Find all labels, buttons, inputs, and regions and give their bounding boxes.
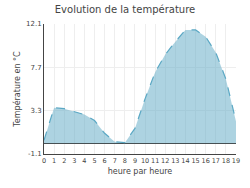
svg-text:9: 9 <box>133 157 137 165</box>
svg-text:3.3: 3.3 <box>30 107 41 115</box>
svg-text:19: 19 <box>232 157 240 165</box>
svg-text:7.7: 7.7 <box>30 64 41 72</box>
svg-text:11: 11 <box>151 157 159 165</box>
svg-text:7: 7 <box>113 157 117 165</box>
svg-text:-1.1: -1.1 <box>28 150 42 158</box>
svg-text:15: 15 <box>191 157 199 165</box>
svg-text:10: 10 <box>141 157 149 165</box>
svg-text:6: 6 <box>103 157 107 165</box>
svg-text:13: 13 <box>171 157 179 165</box>
svg-text:1: 1 <box>52 157 56 165</box>
svg-text:heure par heure: heure par heure <box>108 167 173 176</box>
svg-text:4: 4 <box>82 157 86 165</box>
svg-text:18: 18 <box>222 157 230 165</box>
svg-text:12.1: 12.1 <box>26 20 42 28</box>
svg-text:Température en °C: Température en °C <box>12 51 22 128</box>
svg-text:16: 16 <box>202 157 210 165</box>
svg-text:14: 14 <box>181 157 189 165</box>
svg-text:17: 17 <box>212 157 220 165</box>
svg-text:Evolution de la température: Evolution de la température <box>55 4 195 15</box>
svg-text:5: 5 <box>92 157 96 165</box>
svg-text:2: 2 <box>62 157 66 165</box>
svg-text:12: 12 <box>161 157 169 165</box>
svg-text:0: 0 <box>42 157 46 165</box>
svg-text:8: 8 <box>123 157 127 165</box>
svg-text:3: 3 <box>72 157 76 165</box>
